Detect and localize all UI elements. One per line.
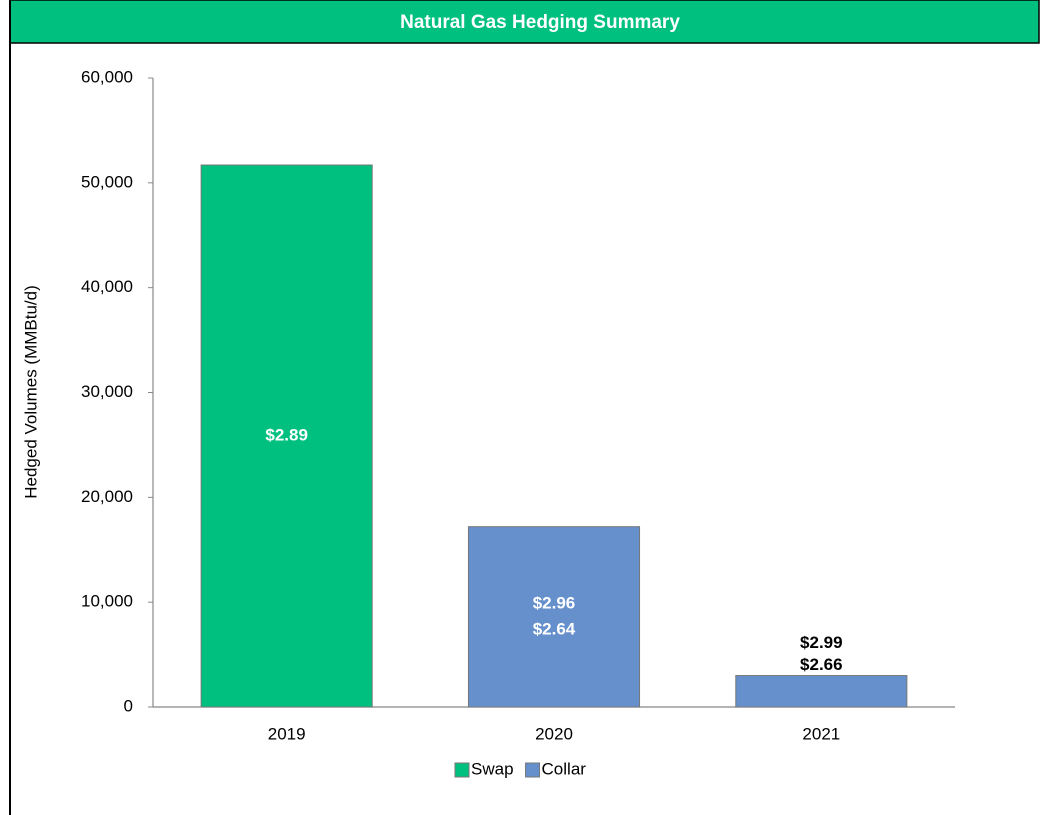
y-tick-label: 10,000 [81, 592, 133, 611]
y-tick-label: 50,000 [81, 172, 133, 191]
y-tick-label: 40,000 [81, 277, 133, 296]
data-label: $2.89 [265, 425, 308, 444]
data-label: $2.99 [800, 633, 843, 652]
bar [200, 164, 373, 708]
legend-swatch [454, 762, 470, 778]
x-tick-label: 2019 [268, 724, 306, 743]
y-tick-label: 60,000 [81, 67, 133, 86]
y-tick-label: 30,000 [81, 382, 133, 401]
x-tick-label: 2021 [802, 724, 840, 743]
data-label: $2.66 [800, 655, 843, 674]
x-tick-label: 2020 [535, 724, 573, 743]
data-label: $2.96 [533, 593, 576, 612]
legend-swatch [525, 762, 541, 778]
chart-title: Natural Gas Hedging Summary [400, 12, 680, 33]
y-tick-label: 0 [124, 696, 133, 715]
bar [467, 526, 641, 708]
y-tick-label: 20,000 [81, 487, 133, 506]
data-label: $2.64 [533, 619, 576, 638]
legend-label: Swap [471, 759, 514, 778]
legend-label: Collar [542, 759, 587, 778]
bar [735, 675, 908, 708]
y-axis-label: Hedged Volumes (MMBtu/d) [21, 285, 40, 499]
